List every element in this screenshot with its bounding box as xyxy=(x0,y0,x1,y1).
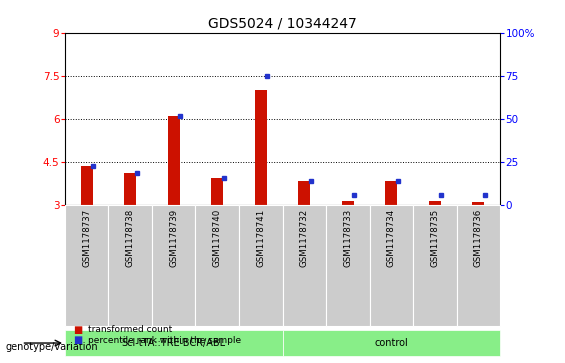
Text: GSM1178736: GSM1178736 xyxy=(474,209,483,267)
Bar xyxy=(168,116,180,205)
Bar xyxy=(282,205,326,326)
Bar xyxy=(152,205,195,326)
Text: GSM1178741: GSM1178741 xyxy=(257,209,265,267)
Text: Scl-tTA::TRE-BCR/ABL: Scl-tTA::TRE-BCR/ABL xyxy=(121,338,226,348)
Bar xyxy=(239,205,282,326)
Text: ■: ■ xyxy=(73,325,82,335)
Bar xyxy=(124,174,136,205)
Bar xyxy=(413,205,457,326)
Text: GSM1178733: GSM1178733 xyxy=(344,209,352,267)
Bar xyxy=(81,166,93,205)
Text: genotype/variation: genotype/variation xyxy=(6,342,98,352)
Bar xyxy=(211,178,223,205)
Text: control: control xyxy=(375,338,408,348)
Title: GDS5024 / 10344247: GDS5024 / 10344247 xyxy=(208,16,357,30)
Bar xyxy=(195,205,239,326)
Text: GSM1178737: GSM1178737 xyxy=(82,209,91,267)
Bar xyxy=(255,90,267,205)
Bar xyxy=(342,201,354,205)
Text: ■: ■ xyxy=(73,335,82,346)
Bar xyxy=(108,205,152,326)
Bar xyxy=(370,205,413,326)
Text: GSM1178740: GSM1178740 xyxy=(213,209,221,267)
Bar xyxy=(282,330,500,356)
Text: GSM1178734: GSM1178734 xyxy=(387,209,396,267)
Bar xyxy=(457,205,500,326)
Bar xyxy=(65,205,108,326)
Bar xyxy=(65,330,282,356)
Text: GSM1178738: GSM1178738 xyxy=(126,209,134,267)
Text: GSM1178735: GSM1178735 xyxy=(431,209,439,267)
Bar xyxy=(326,205,370,326)
Bar xyxy=(385,181,397,205)
Bar xyxy=(429,201,441,205)
Text: transformed count: transformed count xyxy=(88,325,172,334)
Text: GSM1178739: GSM1178739 xyxy=(170,209,178,267)
Bar xyxy=(472,202,484,205)
Text: GSM1178732: GSM1178732 xyxy=(300,209,308,267)
Text: percentile rank within the sample: percentile rank within the sample xyxy=(88,336,241,345)
Bar xyxy=(298,181,310,205)
